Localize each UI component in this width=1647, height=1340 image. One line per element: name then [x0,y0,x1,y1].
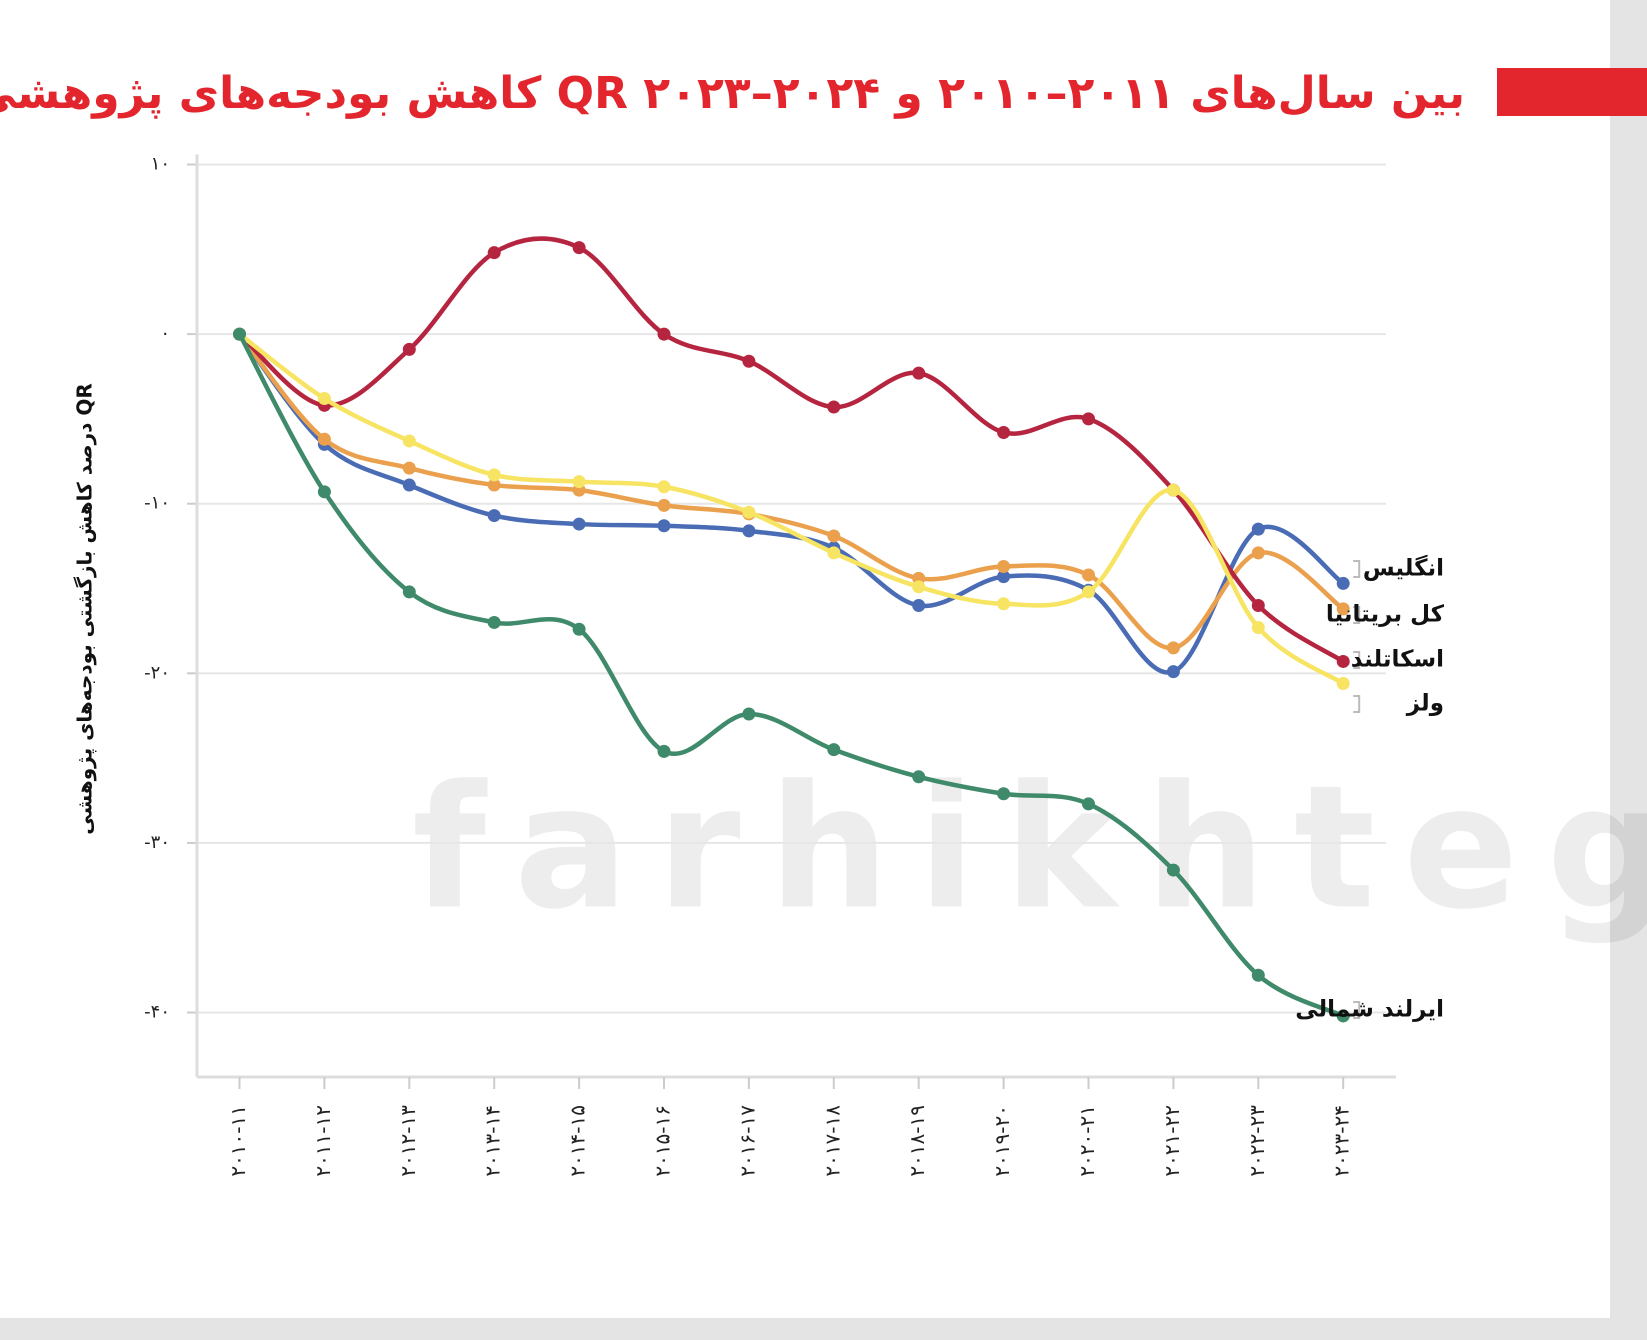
x-tick-label: ۲۰۱۱-۱۲ [311,1105,335,1177]
data-point [827,529,841,543]
data-point [1251,546,1265,560]
data-point [1251,621,1265,635]
label-bracket [1353,1001,1361,1019]
series-label: انگلیس [1363,555,1444,582]
data-point [742,354,756,368]
y-tick-label: -۱۰ [144,493,170,514]
y-tick-label: -۲۰ [144,662,170,683]
series-label: ایرلند شمالی [1295,997,1444,1023]
data-point [827,743,841,757]
data-point [997,787,1011,801]
data-point [1336,677,1350,691]
data-point [912,366,926,380]
y-axis-title: درصد کاهش بازگشتی بودجه‌های پژوهشی QR [73,383,98,834]
data-point [1082,568,1095,582]
series-label: کل بریتانیا [1326,602,1445,628]
label-bracket [1353,560,1361,578]
data-point [1336,602,1350,616]
data-point [1336,654,1350,668]
y-tick-label: ۰ [160,323,170,344]
data-point [572,517,586,531]
x-tick-label: ۲۰۱۷-۱۸ [820,1105,844,1177]
data-point [572,475,586,489]
data-point [402,478,416,492]
data-point [657,327,671,341]
data-point [912,598,926,612]
label-bracket [1353,651,1361,669]
data-point [1251,968,1265,982]
data-point [997,570,1011,584]
data-point [827,546,841,560]
series-label: ولز [1406,691,1444,717]
data-point [1251,598,1265,612]
data-point [827,400,841,414]
x-tick-label: ۲۰۲۳-۲۴ [1330,1105,1354,1177]
data-point [1166,863,1180,877]
data-point [233,327,246,341]
data-point [1082,797,1095,811]
x-tick-label: ۲۰۱۹-۲۰ [990,1105,1014,1177]
data-point [997,597,1011,611]
x-tick-label: ۲۰۱۶-۱۷ [735,1105,759,1177]
label-bracket [1353,606,1361,624]
x-tick-label: ۲۰۱۸-۱۹ [905,1105,929,1177]
data-point [402,434,416,448]
y-tick-label: ۱۰ [151,153,170,174]
data-point [317,392,331,406]
y-tick-label: -۴۰ [144,1002,170,1023]
x-tick-label: ۲۰۲۰-۲۱ [1075,1105,1099,1177]
data-point [1082,412,1095,426]
data-point [742,707,756,721]
data-point [657,744,671,758]
x-tick-label: ۲۰۱۰-۱۱ [226,1105,250,1177]
x-tick-label: ۲۰۲۱-۲۲ [1160,1105,1184,1177]
data-point [402,342,416,356]
data-point [1082,585,1095,599]
x-tick-label: ۲۰۲۲-۲۳ [1245,1105,1269,1177]
title-bar [1497,68,1647,116]
data-point [317,432,331,446]
data-point [1166,483,1180,497]
x-tick-label: ۲۰۱۵-۱۶ [651,1105,675,1177]
series-line [237,331,1346,675]
data-point [1166,641,1180,655]
data-point [997,425,1011,439]
x-tick-label: ۲۰۱۲-۱۳ [396,1105,420,1177]
data-point [657,480,671,494]
data-point [487,615,501,629]
x-tick-label: ۲۰۱۴-۱۵ [566,1105,590,1177]
data-point [487,509,501,523]
data-point [997,559,1011,573]
data-point [912,770,926,784]
series-label: اسکاتلند [1351,647,1444,673]
x-tick-label: ۲۰۱۳-۱۴ [481,1105,505,1177]
data-point [1336,1009,1350,1023]
data-point [657,498,671,512]
data-point [402,461,416,475]
data-point [487,468,501,482]
label-bracket [1353,695,1361,713]
data-point [572,241,586,255]
data-point [1251,522,1265,536]
series-line [237,331,1346,1019]
data-point [487,478,501,492]
watermark: farhikhtegan [412,749,1647,947]
data-point [912,580,926,594]
data-point [657,519,671,533]
data-point [317,485,331,499]
data-point [1166,665,1180,679]
y-tick-label: -۳۰ [144,832,170,853]
data-point [742,524,756,538]
data-point [742,505,756,519]
data-point [1336,576,1350,590]
data-point [572,622,586,636]
data-point [487,246,501,260]
data-point [402,585,416,599]
chart-title: کاهش بودجه‌های پژوهشی QR بین سال‌های ۲۰۱… [0,68,1465,119]
